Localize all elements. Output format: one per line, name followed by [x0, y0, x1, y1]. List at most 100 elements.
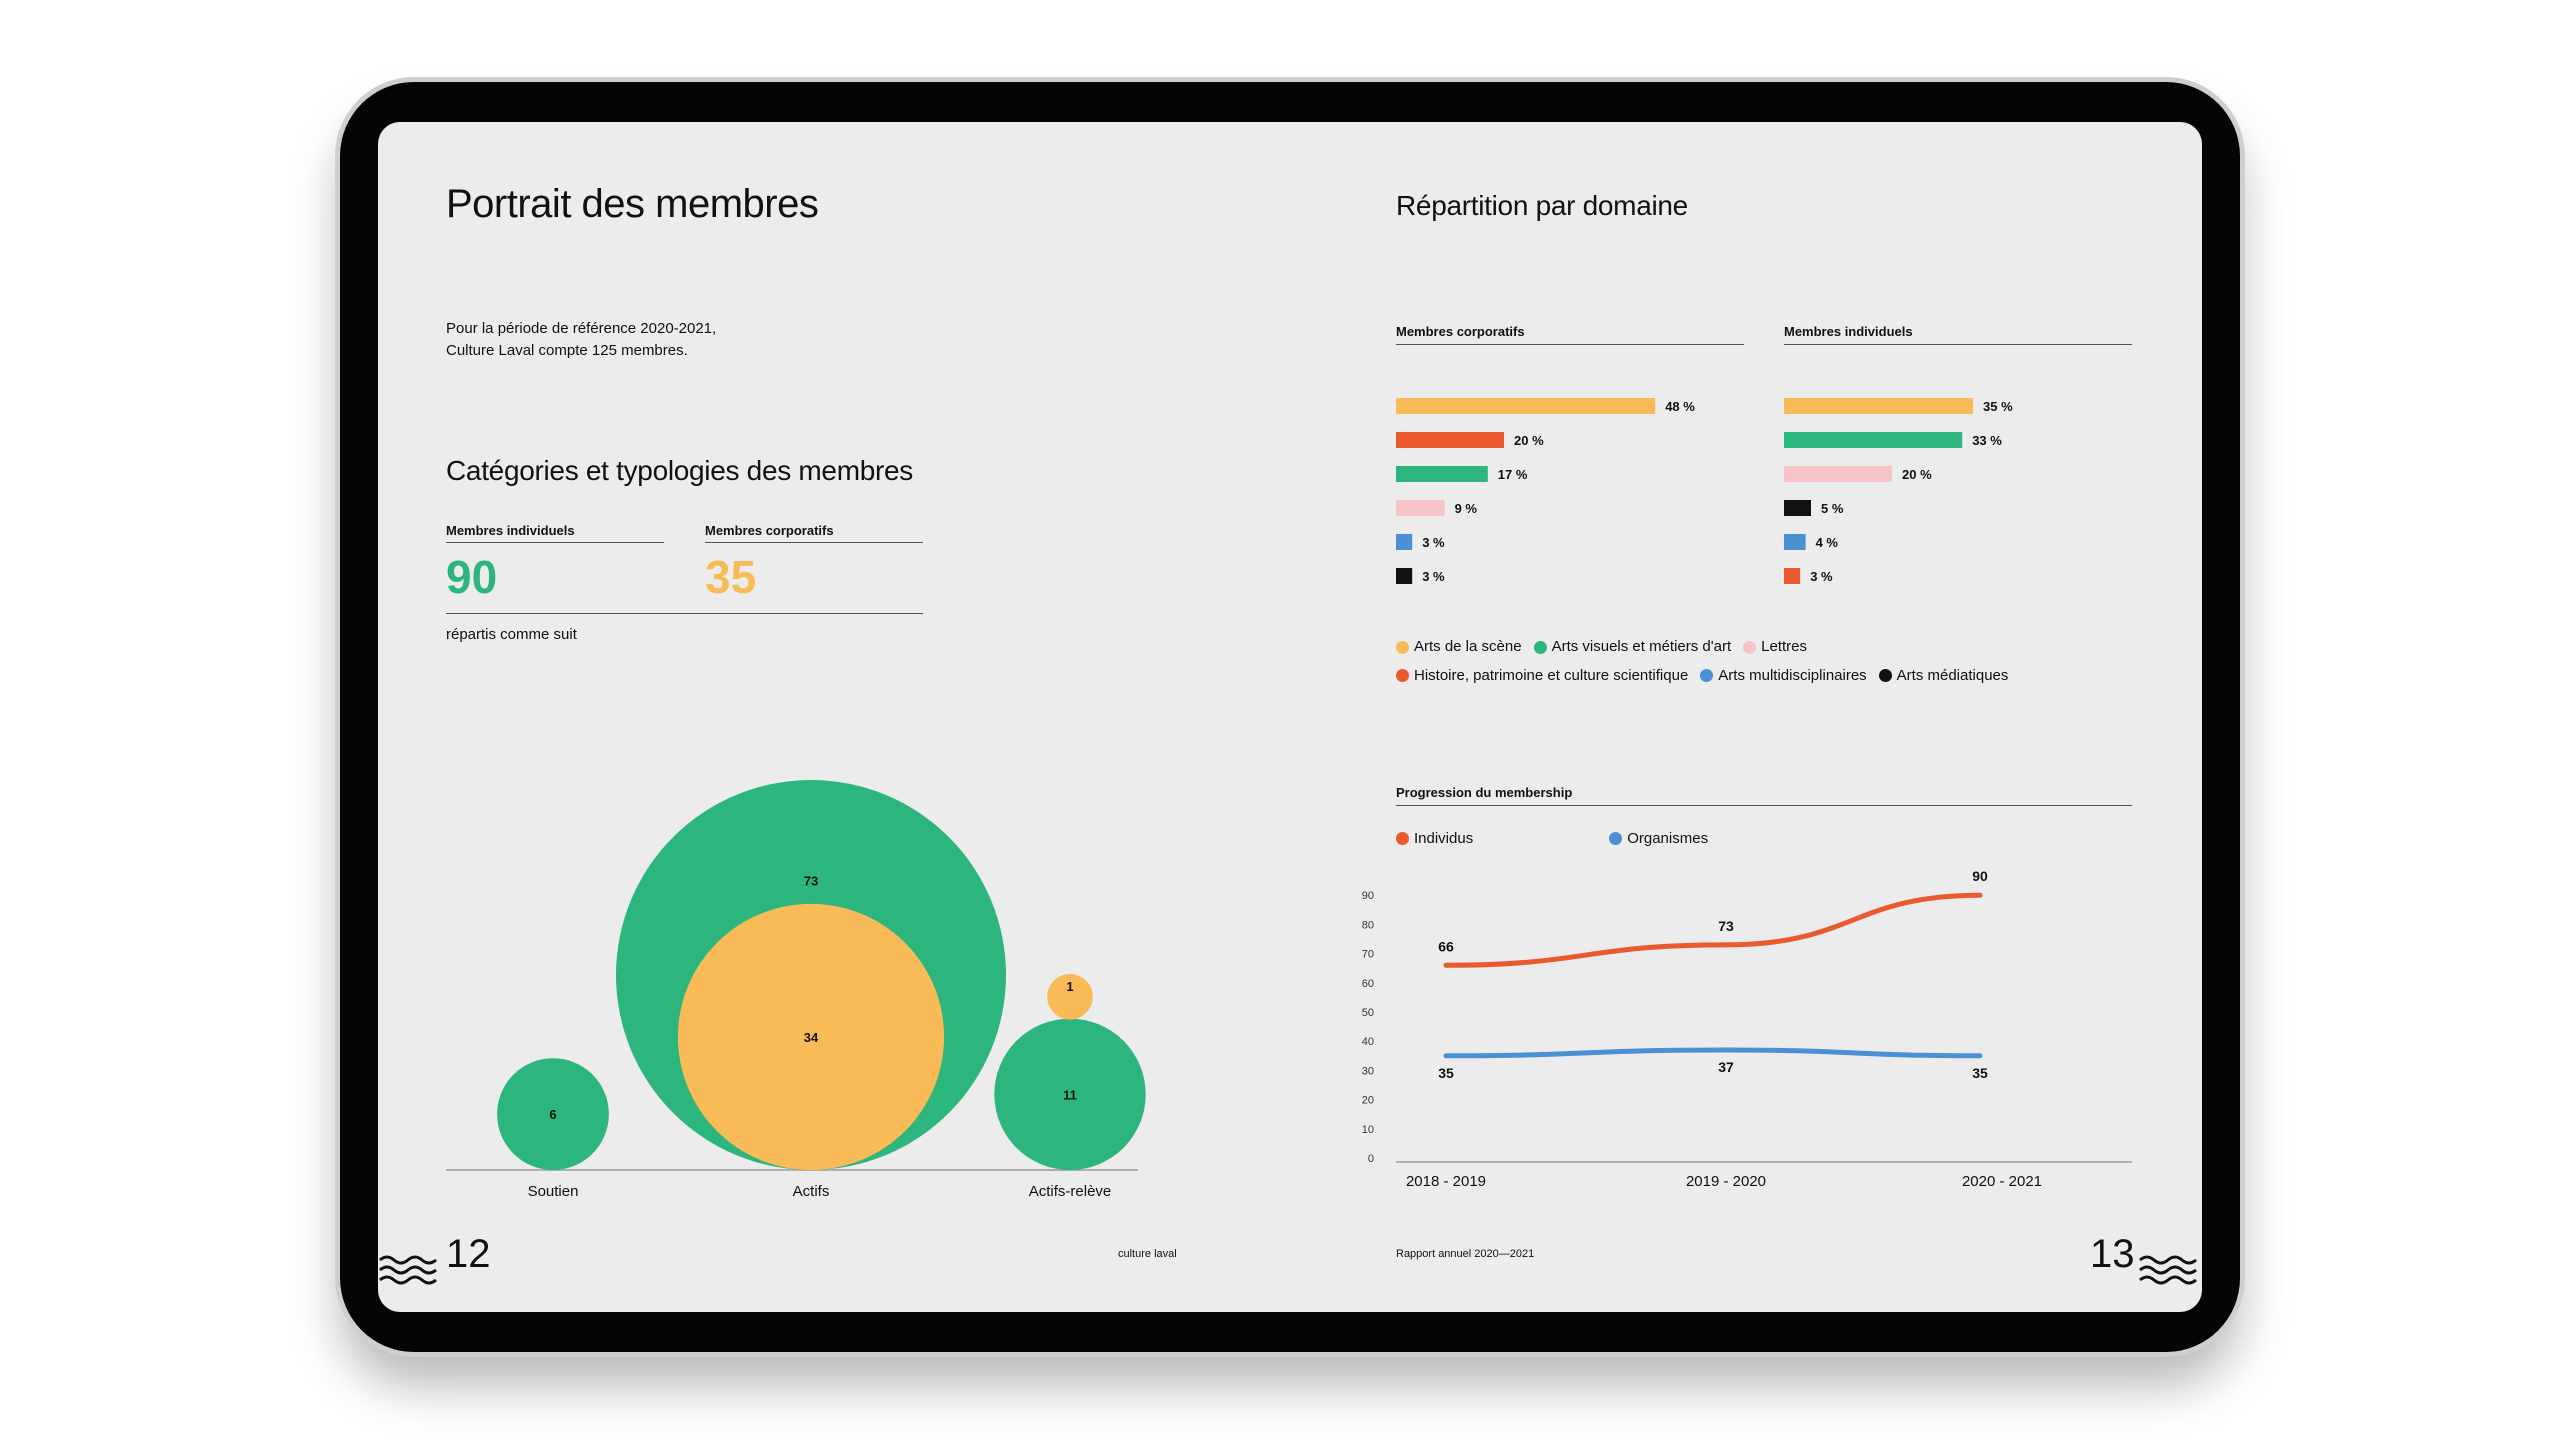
y-tick-label: 90	[1362, 890, 1374, 902]
bubble-value-label: 11	[1063, 1087, 1077, 1102]
bubble-category-label: Actifs	[793, 1183, 830, 1200]
corporate-domain-label: Membres corporatifs	[1396, 324, 1525, 339]
y-tick-label: 80	[1362, 919, 1374, 931]
individual-domain-label: Membres individuels	[1784, 324, 1913, 339]
bubble-category-label: Soutien	[528, 1183, 579, 1200]
categories-title: Catégories et typologies des membres	[446, 455, 913, 486]
bubble-category-label: Actifs-relève	[1029, 1183, 1112, 1200]
domain-bar	[1784, 500, 1811, 516]
line-legend-item: Organismes	[1609, 830, 1708, 847]
individual-members-label: Membres individuels	[446, 523, 575, 538]
line-legend-item: Individus	[1396, 830, 1473, 847]
y-tick-label: 50	[1362, 1007, 1374, 1019]
legend-label: Arts multidisciplinaires	[1718, 666, 1867, 684]
domain-bar-label: 3 %	[1422, 569, 1445, 584]
bubble-value-label: 34	[804, 1030, 819, 1045]
y-tick-label: 60	[1362, 978, 1374, 990]
domain-bar	[1784, 466, 1892, 482]
legend-dot-icon	[1743, 640, 1757, 654]
y-tick-label: 20	[1362, 1095, 1374, 1107]
domain-bar-label: 33 %	[1972, 433, 2002, 448]
domain-legend: Arts de la scène Arts visuels et métiers …	[1396, 634, 2156, 691]
individual-domain-bar-chart: 35 % 33 % 20 % 5 % 4 % 3 %	[1784, 398, 2013, 584]
corporate-members-label: Membres corporatifs	[705, 523, 834, 538]
bubble-yellow	[1047, 973, 1093, 1020]
domain-bar-label: 3 %	[1810, 569, 1833, 584]
legend-dot-icon	[1533, 640, 1547, 654]
y-tick-label: 0	[1368, 1153, 1374, 1165]
domain-bar	[1396, 534, 1413, 550]
domain-bar	[1784, 398, 1973, 414]
bubble-value-label: 6	[549, 1107, 556, 1122]
y-tick-label: 40	[1362, 1036, 1374, 1048]
divider	[1396, 805, 2132, 806]
corporate-members-count: 35	[705, 551, 757, 603]
bubble-green	[994, 1018, 1146, 1170]
waves-logo-icon	[2139, 1255, 2197, 1285]
data-label: 66	[1438, 938, 1454, 954]
data-label: 73	[1718, 918, 1734, 934]
domain-bar-label: 5 %	[1821, 501, 1844, 516]
domain-bar-label: 35 %	[1983, 399, 2013, 414]
legend-dot-icon	[1609, 832, 1623, 845]
bubble-green	[497, 1058, 609, 1170]
legend-dot-icon	[1396, 640, 1409, 654]
divider	[446, 542, 664, 543]
domain-bar	[1784, 568, 1801, 584]
divider	[1784, 344, 2132, 345]
data-label: 37	[1718, 1059, 1734, 1075]
domain-bar-label: 20 %	[1514, 433, 1544, 448]
corporate-domain-bar-chart: 48 % 20 % 17 % 9 % 3 % 3 %	[1396, 398, 1695, 584]
x-tick-label: 2018 - 2019	[1406, 1173, 1486, 1190]
data-label: 35	[1972, 1065, 1988, 1081]
page-number-left: 12	[446, 1232, 491, 1276]
divider	[446, 613, 923, 614]
divider	[705, 542, 923, 543]
legend-item: Arts de la scène	[1396, 634, 1522, 660]
domain-bar-label: 20 %	[1902, 467, 1932, 482]
bubble-value-label: 73	[804, 874, 818, 889]
legend-item: Histoire, patrimoine et culture scientif…	[1396, 663, 1688, 689]
legend-item: Arts visuels et métiers d'art	[1533, 634, 1732, 660]
legend-dot-icon	[1396, 832, 1409, 845]
footer-text-right: Rapport annuel 2020—2021	[1396, 1248, 1535, 1260]
legend-label: Histoire, patrimoine et culture scientif…	[1414, 666, 1689, 684]
intro-line-2: Culture Laval compte 125 membres.	[446, 342, 688, 359]
legend-label: Arts visuels et métiers d'art	[1551, 638, 1732, 655]
intro-line-1: Pour la période de référence 2020-2021,	[446, 320, 717, 337]
legend-label: Organismes	[1627, 830, 1709, 847]
data-label: 90	[1972, 868, 1988, 884]
domain-bar-label: 9 %	[1455, 501, 1478, 516]
legend-dot-icon	[1700, 669, 1714, 682]
legend-item: Arts multidisciplinaires	[1700, 663, 1867, 689]
series-line-organismes	[1443, 1047, 1983, 1059]
domain-bar	[1784, 534, 1806, 550]
legend-label: Arts de la scène	[1414, 638, 1522, 655]
page-number-right: 13	[2090, 1232, 2135, 1276]
page-title-left: Portrait des membres	[446, 182, 819, 226]
progress-title: Progression du membership	[1396, 785, 1573, 800]
domain-bar-label: 4 %	[1816, 535, 1839, 550]
legend-dot-icon	[1396, 669, 1409, 682]
y-tick-label: 30	[1362, 1065, 1374, 1077]
domain-bar-label: 48 %	[1665, 399, 1695, 414]
domain-bar-label: 17 %	[1498, 467, 1528, 482]
tablet-device: Portrait des membres Pour la période de …	[340, 82, 2240, 1352]
domain-bar	[1396, 500, 1445, 516]
domain-bar	[1784, 432, 1963, 448]
membership-line-chart: 0 10 20 30 40 50 60 70 80 90 2018 - 2019 2019 - 202…	[1362, 868, 2132, 1190]
split-note: répartis comme suit	[446, 626, 577, 643]
legend-label: Lettres	[1761, 638, 1808, 655]
legend-dot-icon	[1878, 669, 1892, 682]
legend-item: Arts médiatiques	[1878, 663, 2008, 689]
x-tick-label: 2019 - 2020	[1686, 1173, 1766, 1190]
page-title-right: Répartition par domaine	[1396, 190, 1688, 221]
legend-label: Individus	[1414, 830, 1474, 847]
domain-bar-label: 3 %	[1422, 535, 1445, 550]
domain-bar	[1396, 398, 1656, 414]
x-tick-label: 2020 - 2021	[1962, 1173, 2042, 1190]
bubble-yellow	[677, 903, 945, 1170]
series-line-individus	[1443, 892, 1983, 968]
bubble-value-label: 1	[1066, 979, 1073, 994]
